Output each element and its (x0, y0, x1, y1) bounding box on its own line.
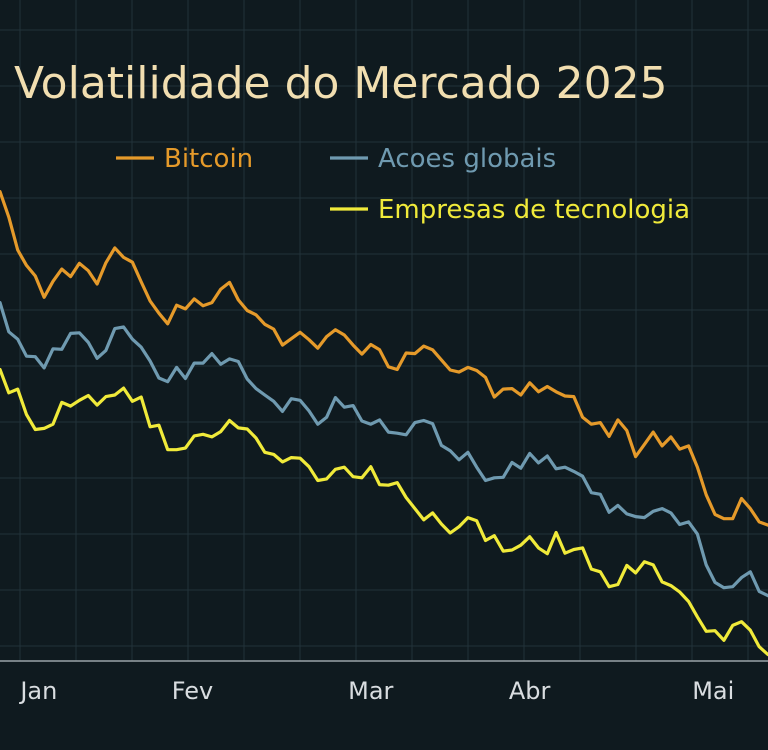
grid (0, 0, 768, 661)
legend-label: Acoes globais (378, 144, 556, 174)
x-tick-label: Mai (692, 677, 734, 705)
x-tick-label: Abr (509, 677, 551, 705)
chart-title: Volatilidade do Mercado 2025 (14, 58, 668, 109)
series-line-acoes-globais (0, 301, 768, 598)
x-tick-label: Jan (18, 677, 57, 705)
legend-label: Empresas de tecnologia (378, 195, 690, 225)
legend: Bitcoin Acoes globais Empresas de tecnolog… (116, 144, 690, 225)
x-tick-label: Mar (348, 677, 393, 705)
legend-label: Bitcoin (164, 144, 253, 174)
series-line-empresas-de-tecnologia (0, 367, 768, 657)
x-tick-label: Fev (172, 677, 213, 705)
series-lines (0, 190, 768, 657)
x-axis-ticks: Jan Fev Mar Abr Mai (18, 677, 734, 705)
series-line-bitcoin (0, 190, 768, 527)
